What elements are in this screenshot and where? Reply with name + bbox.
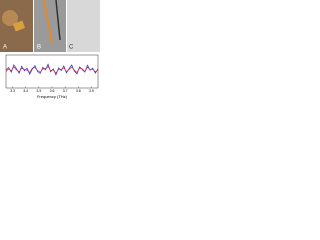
photo-b — [34, 0, 66, 52]
x-tick-label: 3.9 — [89, 89, 94, 93]
panel-label: A — [3, 45, 7, 51]
photo-c — [67, 0, 100, 52]
series-line — [5, 66, 99, 74]
figure: A B C Frequency (THz) 3.3 3.4 3.5 3.6 3.7 3.8… — [0, 0, 100, 99]
panel-label: C — [69, 45, 74, 51]
x-tick-label: 3.5 — [36, 89, 41, 93]
x-tick-label: 3.8 — [76, 89, 81, 93]
wire — [43, 0, 53, 45]
panel-label: B — [37, 45, 41, 51]
x-tick-label: 3.7 — [63, 89, 68, 93]
device — [12, 20, 26, 32]
coin — [2, 10, 18, 26]
x-tick-label: 3.4 — [23, 89, 28, 93]
x-tick-label: 3.6 — [50, 89, 55, 93]
wire — [55, 0, 61, 41]
x-tick-label: 3.3 — [10, 89, 15, 93]
series-line — [5, 63, 99, 76]
x-axis-label: Frequency (THz) — [37, 94, 68, 99]
